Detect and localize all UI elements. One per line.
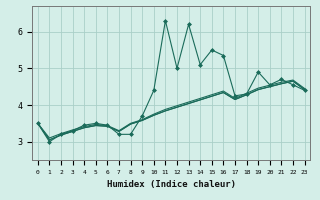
X-axis label: Humidex (Indice chaleur): Humidex (Indice chaleur) — [107, 180, 236, 189]
